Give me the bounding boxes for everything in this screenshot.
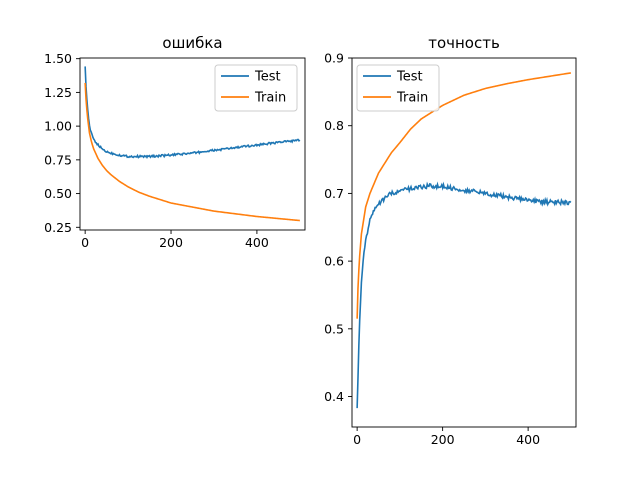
chart-title-loss: ошибка	[162, 34, 222, 52]
series-line-test-accuracy	[356, 181, 572, 409]
y-tick-label-accuracy: 0.7	[324, 186, 344, 201]
y-tick-label-accuracy: 0.4	[324, 389, 344, 404]
chart-title-accuracy: точность	[428, 34, 500, 52]
legend-loss: Test Train	[214, 64, 298, 112]
y-tick-label-accuracy: 0.9	[324, 51, 344, 66]
series-line-train-loss	[84, 82, 300, 222]
x-tick-label-loss: 400	[245, 235, 269, 250]
y-tick-label-accuracy: 0.6	[324, 254, 344, 269]
legend-accuracy: Test Train	[356, 64, 440, 112]
legend-label-train-loss: Train	[254, 91, 286, 106]
y-tick-label-loss: 1.00	[44, 119, 72, 134]
y-tick-label-loss: 0.75	[44, 152, 72, 167]
legend-label-test-accuracy: Test	[396, 70, 423, 85]
series-line-train-accuracy	[356, 72, 571, 319]
chart-loss: ошибка 0 200 400 0.25 0.50 0.75 1.00 1.25 1.50 Tes…	[44, 34, 306, 250]
x-tick-label-loss: 200	[159, 235, 183, 250]
y-tick-label-loss: 1.25	[44, 85, 72, 100]
y-tick-label-accuracy: 0.5	[324, 321, 344, 336]
y-tick-label-accuracy: 0.8	[324, 118, 344, 133]
legend-label-test-loss: Test	[254, 70, 281, 85]
series-line-test-loss	[84, 66, 301, 159]
axes-frame-loss	[79, 57, 306, 231]
x-tick-label-loss: 0	[81, 235, 89, 250]
x-tick-label-accuracy: 400	[516, 432, 540, 447]
y-tick-label-loss: 0.25	[44, 220, 72, 235]
axes-frame-accuracy	[351, 57, 577, 428]
chart-accuracy: точность 0 200 400 0.4 0.5 0.6 0.7 0.8 0.9 Test Tra…	[324, 34, 577, 447]
legend-label-train-accuracy: Train	[396, 91, 428, 106]
y-tick-label-loss: 0.50	[44, 186, 72, 201]
y-tick-label-loss: 1.50	[44, 51, 72, 66]
x-tick-label-accuracy: 0	[353, 432, 361, 447]
x-tick-label-accuracy: 200	[431, 432, 455, 447]
